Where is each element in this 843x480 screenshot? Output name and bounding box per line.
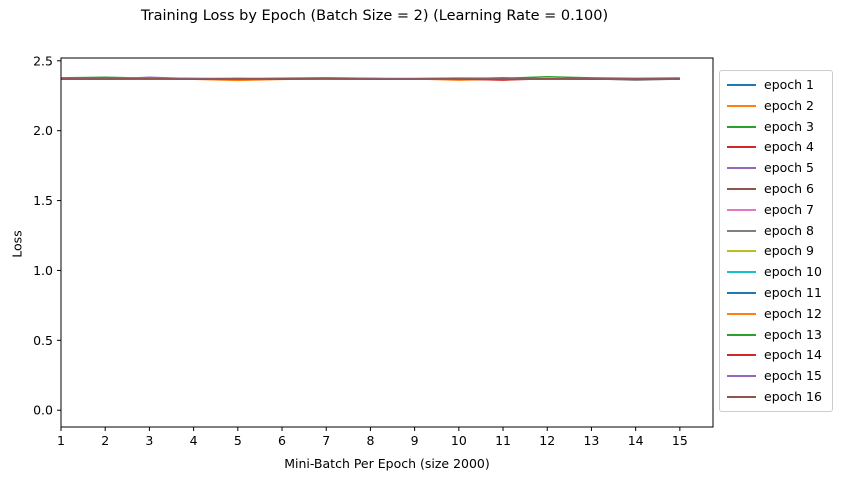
x-tick-label: 6 xyxy=(278,433,286,448)
legend-swatch xyxy=(727,354,756,357)
legend-swatch xyxy=(727,312,756,315)
plot-frame xyxy=(60,57,714,428)
legend-label: epoch 3 xyxy=(764,118,814,134)
legend-item: epoch 16 xyxy=(720,387,832,407)
legend-item: epoch 5 xyxy=(720,158,832,178)
legend-item: epoch 10 xyxy=(720,262,832,282)
x-tick-label: 10 xyxy=(451,433,467,448)
chart-title: Training Loss by Epoch (Batch Size = 2) … xyxy=(140,8,609,24)
y-tick-label: 0.5 xyxy=(33,333,53,348)
legend-label: epoch 5 xyxy=(764,160,814,176)
y-tick-label: 1.5 xyxy=(33,193,53,208)
y-axis-label: Loss xyxy=(9,230,25,258)
legend-item: epoch 8 xyxy=(720,221,832,241)
legend-item: epoch 9 xyxy=(720,241,832,261)
legend-swatch xyxy=(727,188,756,190)
legend-item: epoch 15 xyxy=(720,366,832,386)
legend-item: epoch 14 xyxy=(720,345,832,365)
legend: epoch 1 epoch 2 epoch 3 epoch 4 epoch 5 epoch… xyxy=(719,70,833,412)
legend-swatch xyxy=(727,208,756,211)
x-tick-label: 9 xyxy=(411,433,419,448)
legend-swatch xyxy=(727,104,756,107)
legend-swatch xyxy=(727,167,756,170)
legend-swatch xyxy=(727,396,756,398)
legend-swatch xyxy=(727,292,756,294)
legend-item: epoch 12 xyxy=(720,304,832,324)
legend-label: epoch 2 xyxy=(764,97,814,113)
legend-item: epoch 3 xyxy=(720,117,832,137)
legend-label: epoch 7 xyxy=(764,201,814,217)
legend-label: epoch 12 xyxy=(764,305,822,321)
x-tick-label: 2 xyxy=(101,433,109,448)
x-tick-label: 12 xyxy=(539,433,555,448)
legend-label: epoch 14 xyxy=(764,347,822,363)
legend-swatch xyxy=(727,250,756,253)
y-tick-label: 0.0 xyxy=(33,403,53,418)
legend-item: epoch 11 xyxy=(720,283,832,303)
legend-swatch xyxy=(727,146,756,149)
legend-label: epoch 6 xyxy=(764,181,814,196)
legend-label: epoch 1 xyxy=(764,77,814,92)
legend-item: epoch 7 xyxy=(720,200,832,220)
legend-swatch xyxy=(727,229,756,232)
x-tick-label: 13 xyxy=(583,433,599,448)
legend-label: epoch 15 xyxy=(764,368,822,384)
legend-label: epoch 13 xyxy=(764,326,822,342)
legend-swatch xyxy=(727,125,756,128)
x-tick-label: 3 xyxy=(145,433,153,448)
x-tick-label: 14 xyxy=(628,433,644,448)
axes: 1 2 3 4 5 6 7 8 9 10 11 12 13 14 150.00.51.01.52.02.5 xyxy=(33,53,714,448)
x-tick-label: 11 xyxy=(495,433,511,448)
x-tick-label: 8 xyxy=(366,433,374,448)
legend-label: epoch 10 xyxy=(764,264,822,280)
legend-item: epoch 13 xyxy=(720,325,832,345)
x-axis-label: Mini-Batch Per Epoch (size 2000) xyxy=(284,456,490,471)
x-tick-label: 15 xyxy=(672,433,688,448)
x-tick-label: 1 xyxy=(57,433,65,448)
legend-label: epoch 4 xyxy=(764,139,814,155)
legend-swatch xyxy=(727,84,756,86)
legend-item: epoch 6 xyxy=(720,179,832,199)
legend-label: epoch 8 xyxy=(764,222,814,238)
legend-label: epoch 9 xyxy=(764,243,814,259)
legend-item: epoch 4 xyxy=(720,137,832,157)
y-tick-label: 2.0 xyxy=(33,123,53,138)
x-tick-label: 5 xyxy=(234,433,242,448)
legend-label: epoch 11 xyxy=(764,285,822,300)
x-tick-label: 4 xyxy=(190,433,198,448)
series-lines xyxy=(60,75,680,82)
legend-swatch xyxy=(727,271,756,274)
legend-swatch xyxy=(727,333,756,336)
legend-item: epoch 2 xyxy=(720,96,832,116)
legend-swatch xyxy=(727,375,756,378)
y-tick-label: 2.5 xyxy=(33,53,53,68)
x-tick-label: 7 xyxy=(322,433,330,448)
y-tick-label: 1.0 xyxy=(33,263,53,278)
legend-label: epoch 16 xyxy=(764,389,822,404)
legend-item: epoch 1 xyxy=(720,75,832,95)
